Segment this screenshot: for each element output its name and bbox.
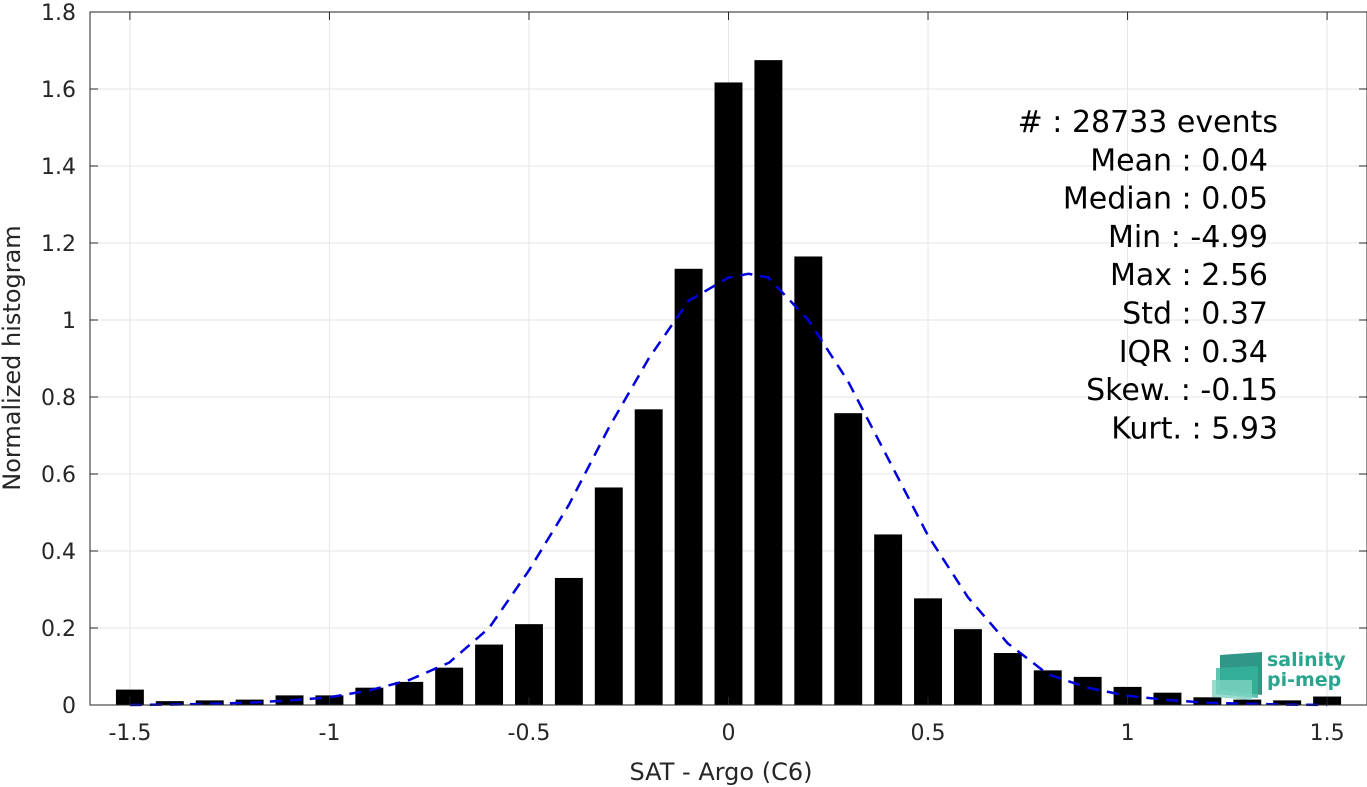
histogram-bar: [714, 82, 743, 705]
x-tick-label: 0: [722, 721, 736, 746]
histogram-bar: [1233, 699, 1262, 705]
histogram-bar: [554, 577, 583, 705]
histogram-bar: [754, 60, 783, 705]
histogram-bar: [475, 644, 504, 705]
stats-line: # : 28733 events: [1018, 105, 1278, 140]
x-tick-label: 1: [1121, 721, 1135, 746]
y-tick-label: 0.8: [41, 386, 76, 411]
x-tick-label: -1.5: [108, 721, 151, 746]
stats-line: IQR : 0.34: [1119, 335, 1268, 370]
y-tick-label: 1.4: [41, 155, 76, 180]
histogram-bar: [515, 624, 543, 705]
histogram-bar: [1033, 670, 1062, 705]
histogram-bar: [993, 653, 1022, 705]
y-axis-label: Normalized histogram: [0, 225, 26, 490]
histogram-bar: [275, 695, 304, 705]
stats-line: Mean : 0.04: [1090, 143, 1268, 178]
histogram-bar: [914, 598, 942, 705]
histogram-bar: [1273, 700, 1302, 705]
histogram-bar: [195, 700, 224, 705]
logo-wave-icon-3: [1212, 680, 1252, 700]
y-tick-label: 0.4: [41, 540, 76, 565]
stats-line: Kurt. : 5.93: [1111, 411, 1278, 446]
histogram-bar: [155, 701, 184, 705]
logo-text-line1: salinity: [1267, 649, 1346, 671]
stats-line: Median : 0.05: [1063, 182, 1268, 217]
x-axis-ticks: -1.5 -1 -0.5 0 0.5 1 1.5: [108, 12, 1345, 746]
histogram-bar: [435, 667, 464, 705]
salinity-pimep-logo: salinity pi-mep: [1212, 649, 1346, 700]
histogram-bar: [794, 256, 823, 705]
stats-line: Std : 0.37: [1122, 297, 1268, 332]
histogram-bar: [634, 409, 663, 705]
x-tick-label: -1: [318, 721, 340, 746]
histogram-bars: [115, 60, 1342, 705]
histogram-bar: [235, 699, 264, 705]
y-tick-label: 0: [62, 694, 76, 719]
histogram-bar: [834, 413, 863, 705]
histogram-bar: [395, 681, 424, 705]
histogram-bar: [1193, 697, 1222, 705]
stats-line: Min : -4.99: [1108, 220, 1268, 255]
y-tick-label: 1.2: [41, 232, 76, 257]
y-axis-ticks: 0 0.2 0.4 0.6 0.8 1 1.2 1.4 1.6 1.8: [41, 1, 1367, 719]
x-tick-label: 1.5: [1310, 721, 1345, 746]
y-tick-label: 0.2: [41, 617, 76, 642]
y-tick-label: 0.6: [41, 463, 76, 488]
logo-text-line2: pi-mep: [1267, 669, 1341, 691]
x-tick-label: 0.5: [911, 721, 946, 746]
stats-line: Max : 2.56: [1110, 258, 1268, 293]
y-tick-label: 1.8: [41, 1, 76, 26]
histogram-bar: [594, 487, 623, 705]
x-axis-label: SAT - Argo (C6): [630, 758, 813, 786]
histogram-bar: [874, 534, 903, 705]
normal-fit-curve: [129, 272, 1328, 707]
y-tick-label: 1.6: [41, 78, 76, 103]
histogram-bar: [355, 687, 384, 705]
histogram-bar: [953, 629, 982, 705]
histogram-bar: [1073, 676, 1102, 705]
histogram-bar: [674, 268, 703, 705]
x-tick-label: -0.5: [508, 721, 551, 746]
y-tick-label: 1: [62, 309, 76, 334]
stats-line: Skew. : -0.15: [1086, 373, 1278, 408]
